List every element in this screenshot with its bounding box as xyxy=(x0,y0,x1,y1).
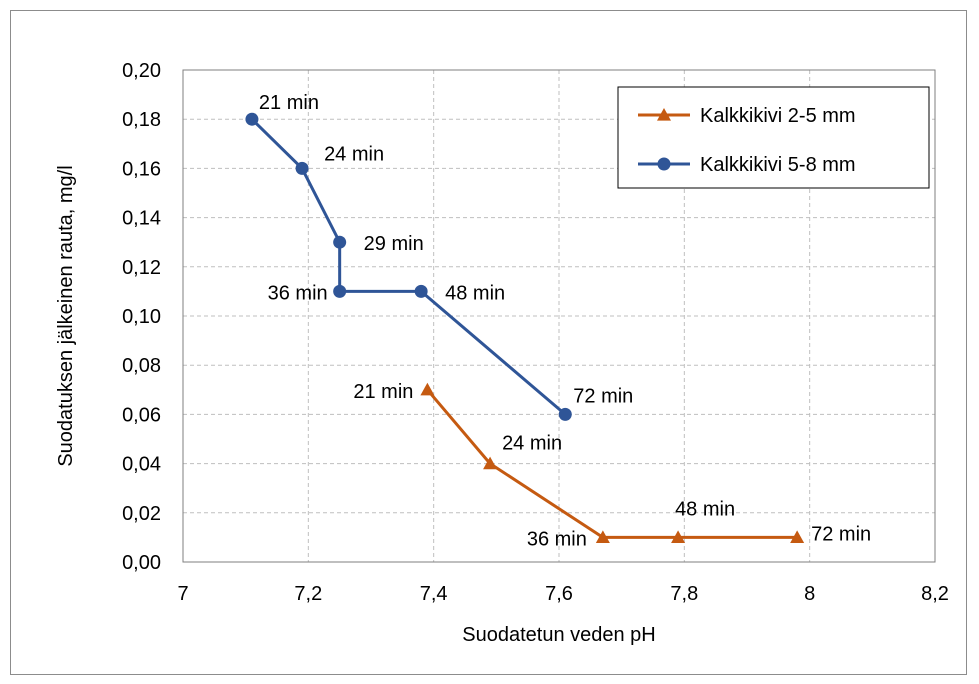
y-tick-labels: 0,00 0,02 0,04 0,06 0,08 0,10 0,12 0,14 0,16 0,18… xyxy=(122,60,161,574)
data-point-circle xyxy=(333,235,347,249)
point-label: 72 min xyxy=(811,523,871,545)
y-tick-label: 0,10 xyxy=(122,306,161,328)
y-tick-label: 0,06 xyxy=(122,404,161,426)
x-tick-label: 7,8 xyxy=(670,583,698,605)
data-point-circle xyxy=(295,161,309,175)
point-label: 24 min xyxy=(324,143,384,165)
point-label: 72 min xyxy=(573,385,633,407)
legend: Kalkkikivi 2-5 mm Kalkkikivi 5-8 mm xyxy=(617,86,930,189)
x-axis-title: Suodatetun veden pH xyxy=(462,624,656,646)
legend-entry-kalkkikivi-5-8: Kalkkikivi 5-8 mm xyxy=(638,154,856,176)
series-line xyxy=(250,118,567,416)
point-label: 21 min xyxy=(259,92,319,114)
y-axis-title: Suodatuksen jälkeinen rauta, mg/l xyxy=(55,165,77,466)
data-point-circle xyxy=(245,112,259,126)
data-point-circle xyxy=(414,284,428,298)
data-point-triangle xyxy=(790,530,805,543)
data-point-triangle xyxy=(420,382,435,396)
point-label: 36 min xyxy=(527,528,587,550)
legend-entry-kalkkikivi-2-5: Kalkkikivi 2-5 mm xyxy=(638,105,856,127)
legend-label-kalkkikivi-2-5: Kalkkikivi 2-5 mm xyxy=(700,105,856,127)
data-point-triangle xyxy=(483,456,498,470)
legend-label-kalkkikivi-5-8: Kalkkikivi 5-8 mm xyxy=(700,154,856,176)
y-tick-label: 0,08 xyxy=(122,355,161,377)
data-point-triangle xyxy=(595,530,610,543)
legend-triangle-marker xyxy=(657,108,671,121)
data-point-circle xyxy=(333,284,347,298)
point-label: 36 min xyxy=(268,282,328,304)
x-tick-label: 7,2 xyxy=(294,583,322,605)
y-tick-label: 0,18 xyxy=(122,109,161,131)
y-tick-label: 0,12 xyxy=(122,257,161,279)
x-tick-labels: 7 7,2 7,4 7,6 7,8 8 8,2 xyxy=(177,583,948,605)
point-label: 48 min xyxy=(675,498,735,520)
y-tick-label: 0,00 xyxy=(122,552,161,574)
x-tick-label: 7 xyxy=(177,583,188,605)
point-label: 24 min xyxy=(502,433,562,455)
data-point-circle xyxy=(558,407,572,421)
y-tick-label: 0,14 xyxy=(122,208,161,230)
plot-area-border xyxy=(182,69,936,563)
point-labels: 21 min 24 min 36 min 48 min 72 min 21 min 24 m… xyxy=(259,92,871,550)
x-tick-label: 8,2 xyxy=(921,583,949,605)
series-layer xyxy=(245,112,805,543)
point-label: 48 min xyxy=(445,282,505,304)
x-tick-label: 7,4 xyxy=(420,583,448,605)
legend-box xyxy=(617,86,930,189)
x-tick-label: 7,6 xyxy=(545,583,573,605)
point-label: 21 min xyxy=(353,381,413,403)
y-tick-label: 0,16 xyxy=(122,158,161,180)
y-tick-label: 0,02 xyxy=(122,503,161,525)
y-tick-label: 0,20 xyxy=(122,60,161,82)
y-tick-label: 0,04 xyxy=(122,454,161,476)
x-tick-label: 8 xyxy=(804,583,815,605)
point-label: 29 min xyxy=(364,233,424,255)
legend-circle-marker xyxy=(657,157,671,171)
data-point-triangle xyxy=(671,530,686,543)
